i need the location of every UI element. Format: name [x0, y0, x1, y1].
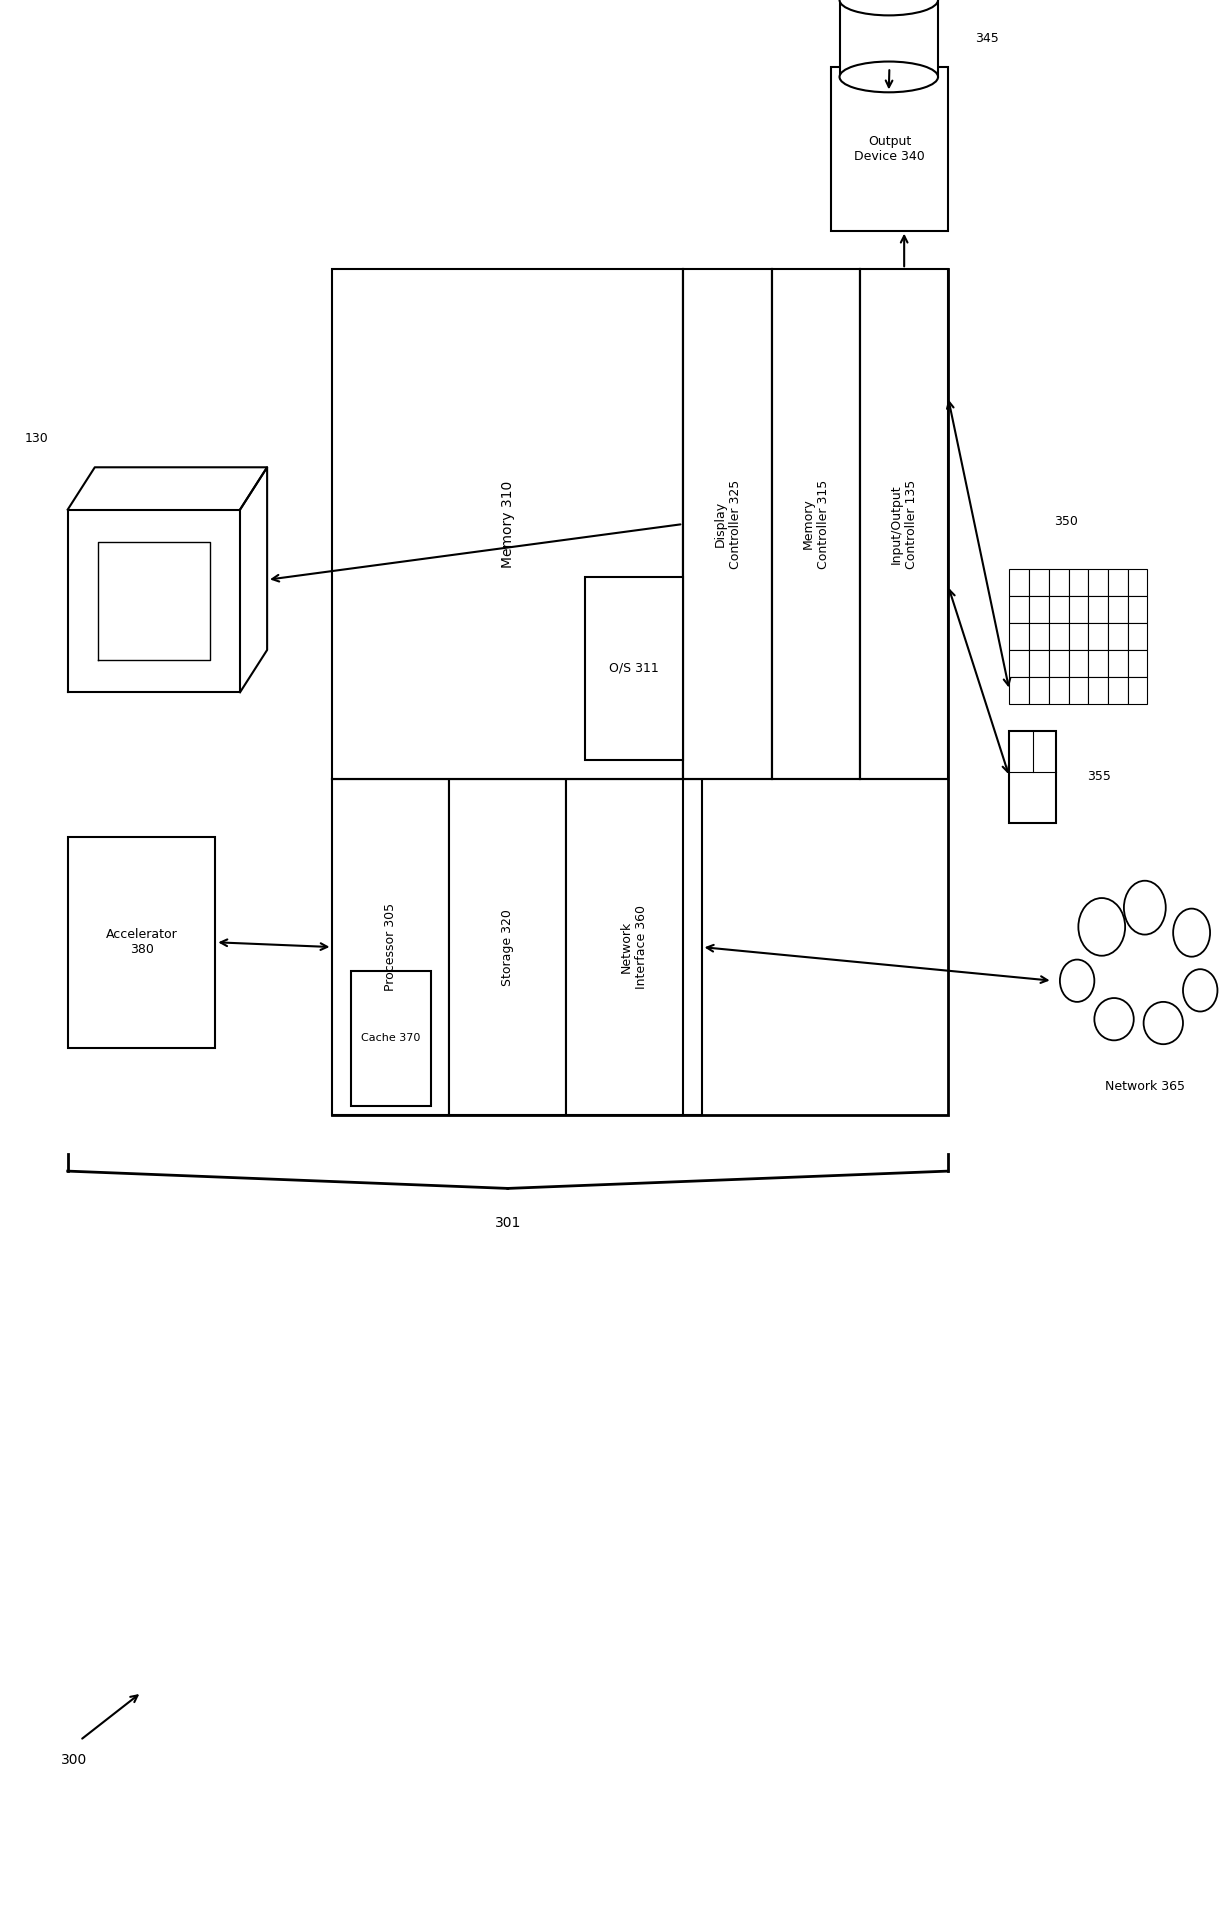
Text: Memory 310: Memory 310 — [501, 481, 515, 567]
Bar — [1069, 623, 1088, 650]
Text: Cache 370: Cache 370 — [361, 1033, 421, 1044]
Bar — [1128, 677, 1147, 704]
Bar — [1049, 677, 1069, 704]
Bar — [1108, 569, 1128, 596]
Bar — [1049, 596, 1069, 623]
Bar — [1009, 596, 1029, 623]
Ellipse shape — [1124, 881, 1166, 935]
Bar — [1088, 623, 1108, 650]
Bar — [1108, 596, 1128, 623]
Bar — [1088, 596, 1108, 623]
Bar — [831, 67, 948, 231]
Text: O/S 311: O/S 311 — [609, 662, 659, 675]
Ellipse shape — [1173, 910, 1210, 958]
Text: Display
Controller 325: Display Controller 325 — [714, 479, 741, 569]
Text: Processor 305: Processor 305 — [384, 904, 398, 990]
Bar — [1069, 596, 1088, 623]
Bar — [860, 269, 948, 779]
Bar — [1128, 596, 1147, 623]
Bar — [1128, 650, 1147, 677]
Bar — [1029, 569, 1049, 596]
Bar — [840, 0, 938, 77]
Text: Storage 320: Storage 320 — [501, 910, 515, 985]
Ellipse shape — [1078, 898, 1125, 956]
Bar — [68, 837, 215, 1048]
Bar — [1049, 650, 1069, 677]
Bar — [1088, 569, 1108, 596]
Bar — [1029, 596, 1049, 623]
Text: 345: 345 — [975, 33, 1000, 44]
Bar — [1009, 677, 1029, 704]
Bar — [351, 971, 431, 1106]
Text: 300: 300 — [60, 1752, 87, 1767]
Bar — [585, 577, 683, 760]
Bar — [1009, 650, 1029, 677]
Bar — [1108, 677, 1128, 704]
Text: Input/Output
Controller 135: Input/Output Controller 135 — [890, 479, 918, 569]
Ellipse shape — [1183, 969, 1217, 1011]
Bar — [1108, 650, 1128, 677]
Bar — [1069, 650, 1088, 677]
Bar — [1009, 623, 1029, 650]
Bar — [1069, 569, 1088, 596]
Bar — [1009, 731, 1056, 823]
Bar — [566, 779, 702, 1115]
Ellipse shape — [840, 0, 938, 15]
Text: Network
Interface 360: Network Interface 360 — [620, 906, 648, 988]
Text: Network 365: Network 365 — [1105, 1081, 1184, 1092]
Bar — [772, 269, 860, 779]
Text: Accelerator
380: Accelerator 380 — [106, 929, 177, 956]
Bar — [449, 779, 566, 1115]
Ellipse shape — [1144, 1002, 1183, 1044]
Ellipse shape — [1094, 998, 1134, 1040]
Text: 350: 350 — [1054, 515, 1078, 527]
Bar — [1069, 677, 1088, 704]
Bar — [1029, 650, 1049, 677]
Bar — [1128, 623, 1147, 650]
Bar — [332, 779, 449, 1115]
Text: Memory
Controller 315: Memory Controller 315 — [803, 479, 830, 569]
Bar — [683, 269, 772, 779]
Text: Output
Device 340: Output Device 340 — [854, 135, 924, 163]
Bar — [1029, 677, 1049, 704]
Bar — [1088, 650, 1108, 677]
Bar — [1128, 569, 1147, 596]
Text: 130: 130 — [25, 433, 49, 444]
Ellipse shape — [840, 62, 938, 92]
Bar — [332, 269, 948, 1115]
Bar — [1009, 569, 1029, 596]
Ellipse shape — [1060, 960, 1094, 1002]
Bar — [1029, 623, 1049, 650]
Bar — [332, 269, 683, 779]
Text: 301: 301 — [495, 1215, 521, 1231]
Text: 355: 355 — [1087, 771, 1112, 783]
Bar — [1108, 623, 1128, 650]
Bar — [1049, 623, 1069, 650]
Bar — [1088, 677, 1108, 704]
Bar — [1049, 569, 1069, 596]
